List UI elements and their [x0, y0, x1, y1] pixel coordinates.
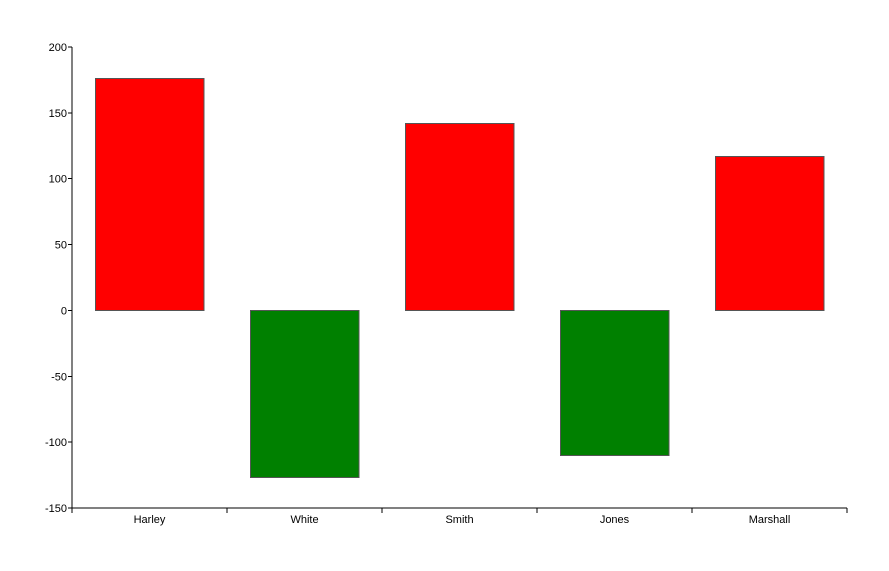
bar-harley: [94, 78, 205, 311]
x-tick-label: Marshall: [749, 514, 791, 526]
y-tick-label: 50: [55, 240, 67, 252]
bar-smith: [404, 122, 515, 311]
axes-layer: [71, 47, 847, 509]
bar-jones: [559, 309, 670, 456]
bar-marshall: [714, 155, 825, 311]
y-tick-label: 100: [49, 174, 67, 186]
bar-white: [249, 309, 360, 479]
y-tick-label: -150: [45, 503, 67, 515]
bars-layer: [94, 78, 825, 479]
x-tick-label: Harley: [134, 514, 166, 526]
x-tick-label: Smith: [445, 514, 473, 526]
x-tick-label: White: [290, 514, 318, 526]
ticks-layer: 200 150 100 50 0 -50 -100 -150 Harley White Smith J…: [45, 42, 848, 526]
y-tick-label: 200: [49, 42, 67, 54]
x-tick-label: Jones: [600, 514, 630, 526]
y-tick-label: 0: [61, 305, 67, 317]
y-tick-label: -50: [51, 371, 67, 383]
y-tick-label: -100: [45, 437, 67, 449]
y-tick-label: 150: [49, 108, 67, 120]
